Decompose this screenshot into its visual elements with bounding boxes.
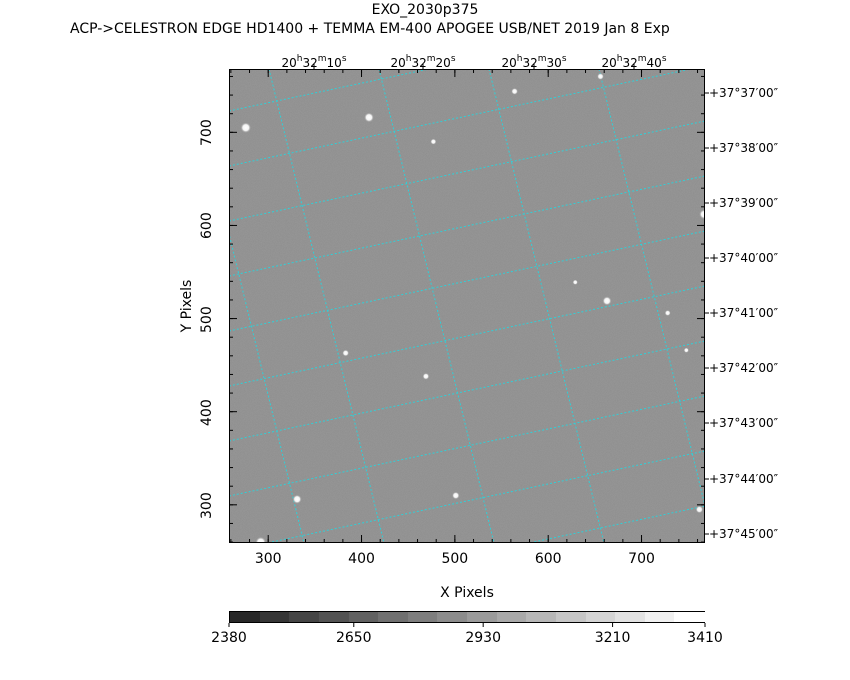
colorbar-segment: [407, 612, 438, 622]
y-tick-label: 500: [199, 305, 215, 333]
ra-grid-line: [488, 69, 605, 543]
ra-grid-line: [268, 69, 385, 543]
star: [292, 494, 302, 504]
colorbar-segment: [259, 612, 290, 622]
star: [422, 372, 430, 380]
colorbar-label: 2650: [335, 630, 372, 646]
dec-grid-line: [229, 69, 694, 167]
ra-label: 20h32m20s: [390, 54, 456, 70]
dec-label: +37°43′00″: [709, 416, 779, 430]
dec-label: +37°45′00″: [709, 527, 779, 541]
colorbar-segment: [644, 612, 675, 622]
colorbar-segment: [378, 612, 409, 622]
dec-grid-line: [229, 120, 705, 222]
star: [363, 112, 375, 123]
colorbar-label: 2930: [465, 630, 501, 646]
dec-label: +37°38′00″: [709, 141, 779, 155]
star-field: [240, 72, 705, 543]
dec-grid-line: [229, 285, 705, 387]
star: [430, 138, 437, 145]
y-tick-label: 600: [199, 212, 215, 240]
colorbar-label: 3410: [687, 630, 723, 646]
star: [698, 209, 705, 220]
colorbar-segment: [348, 612, 379, 622]
x-tick-label: 500: [441, 551, 469, 567]
dec-label: +37°39′00″: [709, 196, 779, 210]
ra-grid-line: [378, 69, 495, 543]
y-tick-label: 400: [199, 398, 215, 426]
star: [596, 72, 604, 80]
dec-grid-line: [264, 450, 705, 543]
colorbar-segment: [526, 612, 557, 622]
colorbar: [229, 611, 705, 623]
star: [511, 87, 519, 95]
dec-grid-line: [229, 175, 705, 277]
colorbar-label: 3210: [594, 630, 631, 646]
star: [240, 122, 252, 134]
x-tick-label: 300: [254, 551, 282, 567]
sky-image-panel: [229, 69, 705, 543]
star: [342, 349, 350, 357]
x-tick-label: 700: [628, 551, 655, 567]
y-tick-label: 300: [199, 492, 215, 519]
ra-grid-line: [598, 69, 705, 509]
instrument-subtitle: ACP->CELESTRON EDGE HD1400 + TEMMA EM-40…: [70, 21, 670, 37]
dec-grid-line: [229, 340, 705, 442]
colorbar-segment: [615, 612, 646, 622]
star: [255, 536, 267, 543]
x-tick-label: 600: [534, 551, 562, 567]
colorbar-segment: [674, 612, 705, 622]
dec-grid-line: [229, 230, 705, 332]
coordinate-grid: [229, 69, 705, 543]
dec-label: +37°44′00″: [709, 472, 779, 486]
ra-label: 20h32m10s: [281, 54, 347, 70]
star: [451, 491, 460, 500]
colorbar-segment: [467, 612, 498, 622]
star: [602, 296, 612, 306]
dec-label: +37°37′00″: [709, 86, 779, 100]
colorbar-segment: [230, 612, 261, 622]
image-frame: [229, 69, 705, 543]
x-axis-label: X Pixels: [440, 585, 494, 601]
colorbar-segment: [318, 612, 349, 622]
colorbar-segment: [437, 612, 468, 622]
ra-label: 20h32m30s: [501, 54, 567, 70]
colorbar-segment: [289, 612, 320, 622]
dec-label: +37°41′00″: [709, 306, 779, 320]
star: [572, 279, 578, 285]
colorbar-label: 2380: [211, 630, 247, 646]
y-axis-label: Y Pixels: [179, 279, 195, 333]
dec-grid-line: [229, 69, 432, 112]
star: [664, 309, 671, 317]
x-tick-label: 400: [348, 551, 375, 567]
ra-label: 20h32m40s: [601, 54, 667, 70]
sky-noise-texture: [229, 69, 705, 543]
star: [695, 505, 704, 514]
image-object-title: EXO_2030p375: [371, 2, 479, 18]
star: [683, 347, 690, 353]
colorbar-segment: [555, 612, 586, 622]
dec-grid-line: [229, 395, 705, 497]
colorbar-segment: [585, 612, 616, 622]
dec-label: +37°42′00″: [709, 361, 779, 375]
y-tick-label: 700: [199, 119, 215, 147]
dec-grid-line: [526, 505, 705, 543]
colorbar-segment: [496, 612, 527, 622]
dec-label: +37°40′00″: [709, 251, 779, 265]
